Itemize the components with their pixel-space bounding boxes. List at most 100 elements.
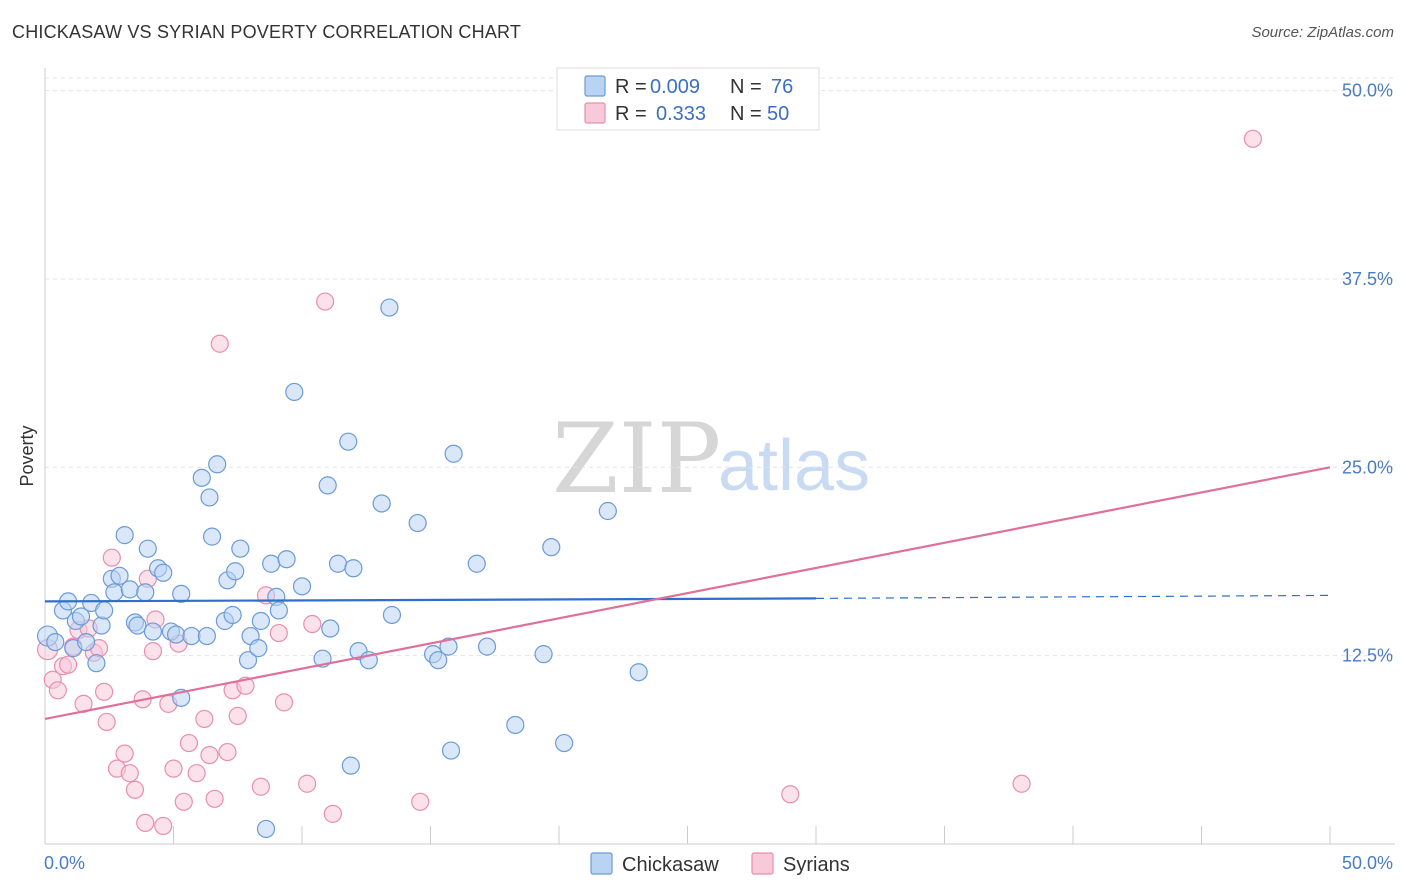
y-tick-label: 37.5%	[1342, 269, 1393, 289]
chickasaw-point	[71, 607, 91, 626]
watermark: ZIP atlas	[552, 403, 870, 515]
syrians-point	[97, 712, 116, 732]
syrians-point	[411, 792, 430, 811]
syrians-point	[95, 682, 114, 701]
syrians-point	[251, 777, 270, 796]
chickasaw-point	[339, 432, 358, 451]
chickasaw-point	[251, 611, 270, 631]
chickasaw-point	[231, 539, 250, 558]
grid-lines	[45, 77, 1395, 657]
syrians-point	[274, 693, 294, 712]
chickasaw-point	[429, 651, 448, 670]
chickasaw-point	[46, 632, 65, 652]
syrians-point	[205, 789, 224, 808]
y-tick-label: 25.0%	[1342, 457, 1393, 477]
series-chickasaw-points	[36, 298, 648, 839]
syrians-point	[781, 785, 800, 804]
chickasaw-point	[256, 819, 276, 839]
syrians-point	[218, 742, 237, 762]
chickasaw-point	[223, 605, 242, 625]
y-tick-labels: 12.5% 25.0% 37.5% 50.0%	[1342, 81, 1393, 666]
legend-swatch-chickasaw	[584, 75, 606, 97]
x-tick-labels: 0.0% 50.0%	[44, 853, 1393, 873]
chickasaw-point	[192, 468, 211, 487]
chickasaw-point	[408, 513, 427, 533]
chickasaw-point	[285, 382, 304, 402]
legend-swatch-syrians	[584, 102, 606, 124]
watermark-zip: ZIP	[552, 403, 721, 515]
bottom-legend-label-chickasaw: Chickasaw	[622, 854, 719, 876]
chickasaw-point	[143, 622, 163, 641]
chickasaw-point	[77, 632, 96, 652]
bottom-legend-swatch-chickasaw	[590, 852, 613, 875]
syrians-point	[59, 655, 78, 674]
chickasaw-point	[439, 637, 458, 656]
chickasaw-trend-line	[44, 597, 817, 603]
syrians-point	[115, 744, 134, 763]
legend-r-value-chickasaw: 0.009	[650, 76, 700, 98]
chickasaw-point	[344, 559, 363, 578]
chickasaw-point	[200, 488, 219, 507]
chickasaw-point	[87, 654, 106, 673]
chickasaw-point	[506, 715, 525, 735]
syrians-point	[136, 813, 155, 833]
syrians-point	[164, 759, 183, 778]
syrians-point	[210, 334, 229, 353]
chickasaw-point	[136, 583, 155, 602]
legend-n-value-chickasaw: 76	[771, 76, 793, 98]
syrians-point	[179, 733, 199, 753]
chickasaw-point	[226, 562, 245, 581]
chickasaw-point	[197, 626, 217, 646]
watermark-atlas: atlas	[718, 426, 870, 506]
bottom-legend-label-syrians: Syrians	[783, 854, 850, 876]
chickasaw-point	[277, 550, 296, 569]
chickasaw-point	[115, 526, 134, 545]
chart-title: CHICKASAW VS SYRIAN POVERTY CORRELATION …	[12, 22, 522, 42]
chickasaw-point	[95, 601, 114, 620]
chickasaw-point	[128, 616, 147, 635]
syrians-point	[323, 804, 342, 823]
chickasaw-point	[172, 584, 191, 603]
syrians-point	[228, 706, 247, 726]
syrians-point	[1012, 774, 1031, 793]
syrians-point	[174, 792, 193, 811]
chickasaw-point	[598, 501, 617, 521]
chickasaw-point	[249, 639, 268, 658]
chickasaw-point	[166, 625, 186, 644]
chickasaw-point	[321, 619, 340, 638]
syrians-point	[316, 292, 335, 311]
chickasaw-point	[380, 298, 399, 317]
syrians-point	[187, 764, 206, 783]
chickasaw-point	[208, 455, 227, 474]
chickasaw-point	[341, 756, 360, 775]
x-tick-label: 0.0%	[44, 853, 85, 873]
syrians-point	[120, 764, 139, 783]
chickasaw-point	[444, 444, 463, 463]
legend-n-value-syrians: 50	[767, 103, 789, 125]
syrians-point	[303, 614, 322, 634]
chickasaw-point	[182, 626, 201, 646]
chickasaw-point	[262, 554, 281, 573]
chickasaw-point	[441, 741, 461, 760]
chickasaw-point	[138, 539, 157, 558]
syrians-trend-line	[44, 466, 1331, 721]
legend-n-label-syrians: N =	[730, 103, 762, 125]
legend-r-label-chickasaw: R =	[615, 76, 647, 98]
y-tick-label: 12.5%	[1342, 646, 1393, 666]
chickasaw-point	[120, 580, 139, 599]
legend-r-value-syrians: 0.333	[656, 103, 706, 125]
chickasaw-point	[477, 637, 497, 656]
syrians-point	[102, 548, 121, 567]
bottom-legend: Chickasaw Syrians	[590, 852, 850, 876]
y-tick-label: 50.0%	[1342, 81, 1393, 101]
syrians-point	[195, 709, 214, 729]
chickasaw-point	[202, 527, 222, 546]
chickasaw-point	[238, 651, 258, 670]
trend-lines	[44, 466, 1331, 721]
syrians-point	[200, 745, 219, 765]
syrians-point	[143, 642, 163, 661]
axes	[44, 68, 1395, 845]
chickasaw-point	[372, 494, 391, 513]
syrians-point	[298, 774, 317, 793]
